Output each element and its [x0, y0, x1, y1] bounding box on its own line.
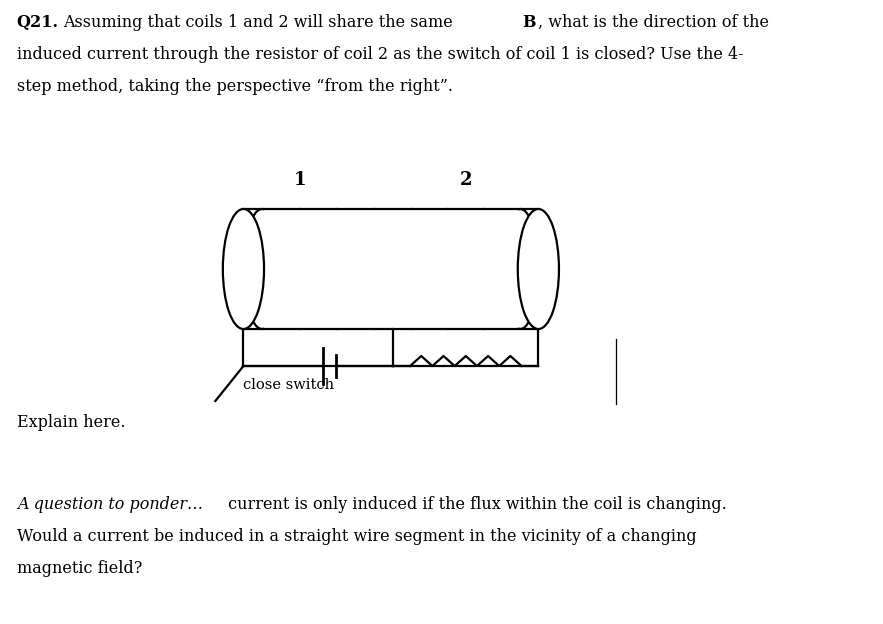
Text: Would a current be induced in a straight wire segment in the vicinity of a chang: Would a current be induced in a straight…	[17, 528, 697, 545]
Text: 2: 2	[460, 171, 472, 189]
Text: magnetic field?: magnetic field?	[17, 560, 142, 577]
Text: step method, taking the perspective “from the right”.: step method, taking the perspective “fro…	[17, 78, 453, 95]
Text: Explain here.: Explain here.	[17, 414, 125, 431]
Ellipse shape	[319, 209, 356, 329]
Text: B: B	[523, 14, 536, 31]
Ellipse shape	[281, 209, 319, 329]
Text: , what is the direction of the: , what is the direction of the	[539, 14, 769, 31]
Text: induced current through the resistor of coil 2 as the switch of coil 1 is closed: induced current through the resistor of …	[17, 46, 743, 63]
Text: Assuming that coils 1 and 2 will share the same: Assuming that coils 1 and 2 will share t…	[63, 14, 457, 31]
Ellipse shape	[393, 209, 429, 329]
Text: close switch: close switch	[243, 378, 334, 392]
Text: Q21.: Q21.	[17, 14, 59, 31]
Ellipse shape	[223, 209, 264, 329]
Ellipse shape	[502, 209, 539, 329]
Bar	[264, 210, 517, 328]
Text: A question to ponder…: A question to ponder…	[17, 496, 203, 513]
Ellipse shape	[429, 209, 466, 329]
Ellipse shape	[244, 209, 281, 329]
Text: 1: 1	[293, 171, 306, 189]
Ellipse shape	[466, 209, 502, 329]
Ellipse shape	[356, 209, 393, 329]
Text: current is only induced if the flux within the coil is changing.: current is only induced if the flux with…	[223, 496, 727, 513]
Ellipse shape	[517, 209, 559, 329]
